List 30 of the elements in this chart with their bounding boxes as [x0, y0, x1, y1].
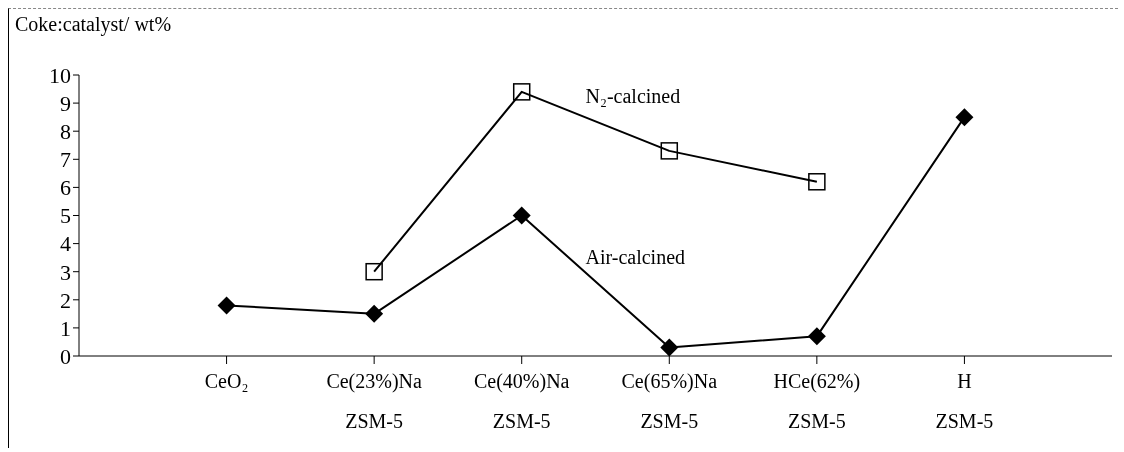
series-label: N₂-calcined	[585, 85, 681, 108]
point	[365, 304, 384, 323]
x-tick-label: CeO₂	[204, 370, 249, 392]
point	[365, 262, 383, 281]
y-tick-label: 10	[49, 62, 71, 88]
x-tick-label: H ZSM-5	[935, 370, 994, 432]
point	[807, 327, 826, 346]
y-tick-label: 7	[60, 147, 71, 173]
y-tick-label: 2	[60, 287, 71, 313]
y-axis-title: Coke:catalyst/ wt%	[15, 13, 172, 36]
y-tick-label: 6	[60, 175, 71, 201]
series-label: Air-calcined	[585, 245, 686, 268]
y-tick-label: 8	[60, 119, 71, 145]
point	[808, 173, 826, 191]
y-tick-label: 3	[60, 259, 71, 285]
x-tick-label: Ce(40%)Na ZSM-5	[473, 370, 570, 432]
y-tick-label: 5	[60, 203, 71, 229]
x-tick-label: HCe(62%) ZSM-5	[773, 370, 861, 432]
point	[512, 83, 531, 101]
y-tick-label: 9	[60, 90, 71, 116]
point	[217, 296, 236, 315]
y-tick-label: 4	[60, 231, 71, 257]
point	[955, 108, 974, 127]
point	[660, 142, 679, 160]
y-tick-label: 0	[60, 343, 71, 369]
y-tick-label: 1	[60, 315, 71, 341]
x-tick-label: Ce(23%)Na ZSM-5	[326, 370, 423, 432]
x-tick-label: Ce(65%)Na ZSM-5	[621, 370, 718, 432]
point	[512, 206, 531, 225]
point	[660, 338, 679, 356]
